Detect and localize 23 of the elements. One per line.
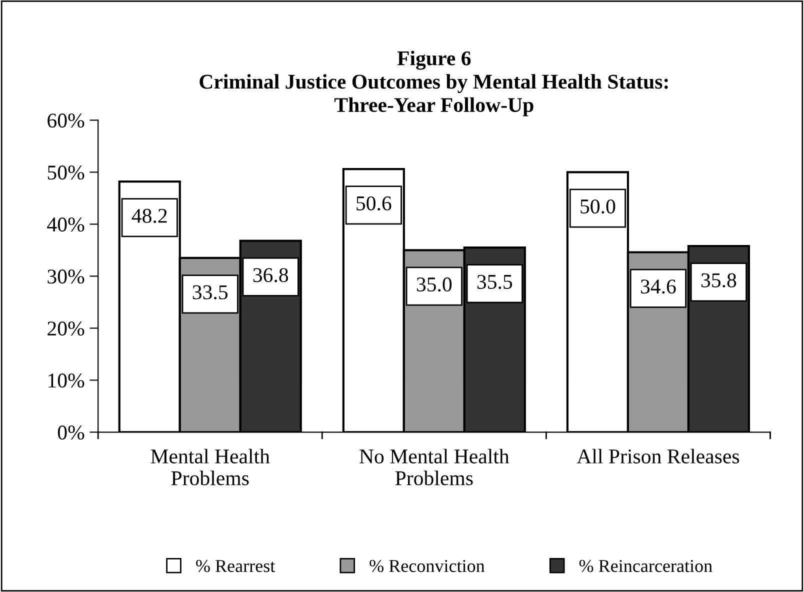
y-tick-label: 30% — [48, 270, 84, 284]
y-tick-label: 20% — [48, 322, 84, 336]
data-label: 36.8 — [253, 268, 288, 282]
x-tick-label: No Mental Health Problems — [360, 448, 510, 486]
y-tick-label: 60% — [48, 114, 84, 128]
y-tick-label: 50% — [48, 166, 84, 180]
data-label: 35.0 — [416, 277, 452, 292]
data-label: 35.8 — [701, 273, 736, 288]
y-tick-label: 10% — [48, 374, 84, 388]
data-label: 50.6 — [356, 196, 392, 210]
legend-label: % Reincarceration — [579, 560, 712, 572]
data-label: 34.6 — [640, 280, 676, 294]
data-label: 50.0 — [580, 199, 616, 214]
data-label: 33.5 — [192, 285, 228, 300]
data-label: 48.2 — [132, 208, 167, 223]
x-tick-label: Mental Health Problems — [150, 448, 270, 486]
x-tick-label: All Prison Releases — [576, 448, 740, 464]
chart-title: Figure 6 Criminal Justice Outcomes by Mental Health Status: Three-Year Follow-Up — [200, 50, 668, 116]
y-tick-label: 40% — [47, 218, 84, 232]
data-label: 35.5 — [477, 274, 512, 289]
legend-label: % Rearrest — [196, 560, 276, 572]
legend-label: % Reconviction — [370, 560, 485, 572]
y-tick-label: 0% — [58, 426, 84, 440]
